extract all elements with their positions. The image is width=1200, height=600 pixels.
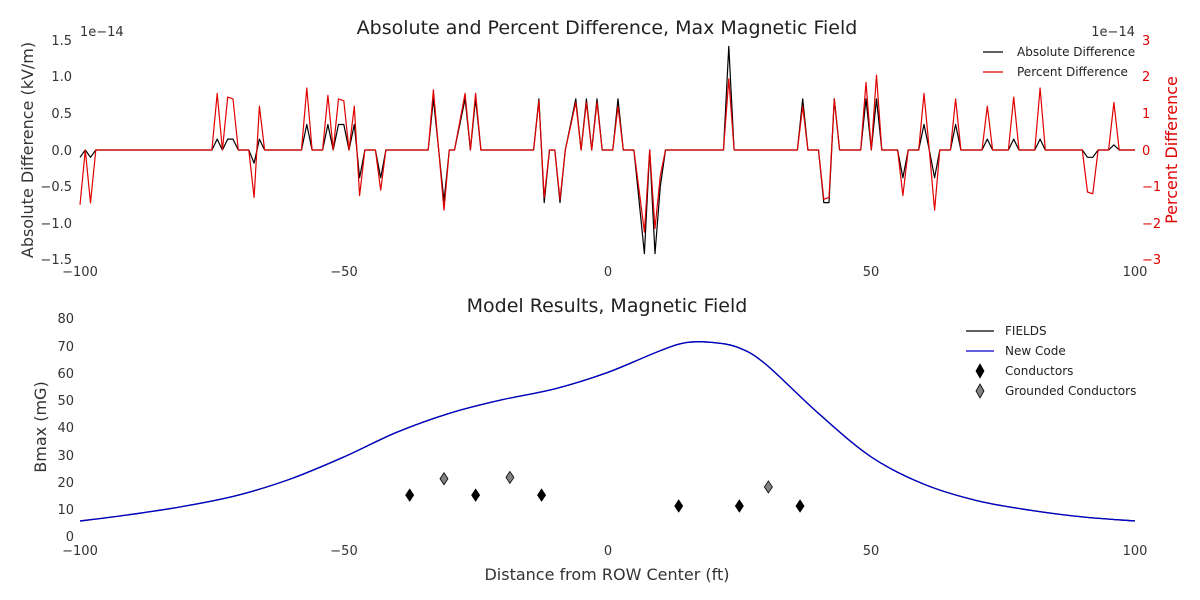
percent-difference-line (79, 74, 1135, 233)
legend-label-conductors: Conductors (1005, 364, 1073, 378)
bottom-ytick: 20 (57, 476, 74, 491)
bottom-xtick: 0 (604, 544, 612, 559)
bottom-y-ticks: 80 70 60 50 40 30 20 10 0 (57, 312, 74, 545)
top-chart-title: Absolute and Percent Difference, Max Mag… (357, 17, 858, 39)
bottom-xtick: −50 (330, 544, 357, 559)
top-legend: Absolute Difference Percent Difference (983, 45, 1135, 79)
top-xtick: 100 (1123, 265, 1148, 280)
legend-label-new-code: New Code (1005, 344, 1066, 358)
top-y-ticks-right: 3 2 1 0 −1 −2 −3 (1142, 34, 1161, 268)
top-panel: Absolute and Percent Difference, Max Mag… (18, 17, 1181, 280)
top-ytick-right: 0 (1142, 144, 1150, 159)
top-x-ticks: −100 −50 0 50 100 (62, 265, 1147, 280)
legend-label-fields: FIELDS (1005, 324, 1047, 338)
top-left-offset-label: 1e−14 (80, 25, 124, 40)
bottom-y-axis-label: Bmax (mG) (31, 381, 50, 472)
bottom-xtick: 50 (863, 544, 880, 559)
top-y-ticks-left: 1.5 1.0 0.5 0.0 −0.5 −1.0 −1.5 (40, 34, 72, 268)
bottom-panel: Model Results, Magnetic Field Bmax (mG) … (31, 295, 1147, 584)
top-ytick-left: 0.0 (51, 144, 72, 159)
grounded-conductor-marker (763, 480, 773, 494)
new-code-line (79, 341, 1136, 522)
top-ytick-right: −2 (1142, 217, 1161, 232)
legend-label-grounded-conductors: Grounded Conductors (1005, 384, 1136, 398)
legend-label-absolute: Absolute Difference (1017, 45, 1135, 59)
conductor-marker (674, 499, 684, 513)
conductor-marker (537, 488, 547, 502)
top-ytick-left: −0.5 (40, 180, 72, 195)
bottom-ytick: 0 (66, 530, 74, 545)
top-xtick: −50 (330, 265, 357, 280)
top-ytick-left: −1.0 (40, 217, 72, 232)
top-ytick-right: −1 (1142, 180, 1161, 195)
top-ytick-right: 1 (1142, 107, 1150, 122)
bottom-ytick: 40 (57, 421, 74, 436)
conductor-marker (405, 488, 415, 502)
bottom-legend: FIELDS New Code Conductors Grounded Cond… (966, 324, 1136, 399)
grounded-conductor-marker (439, 472, 449, 486)
bottom-ytick: 30 (57, 449, 74, 464)
grounded-conductor-marker (505, 470, 515, 485)
top-ytick-left: 1.0 (51, 70, 72, 85)
bottom-ytick: 70 (57, 340, 74, 355)
bottom-x-axis-label: Distance from ROW Center (ft) (484, 565, 729, 584)
conductor-marker (471, 488, 481, 502)
top-y-axis-label-right: Percent Difference (1162, 76, 1181, 224)
top-xtick: 0 (604, 265, 612, 280)
top-ytick-left: 1.5 (51, 34, 72, 49)
bottom-xtick: 100 (1123, 544, 1148, 559)
top-xtick: 50 (863, 265, 880, 280)
top-ytick-right: 3 (1142, 34, 1150, 49)
legend-swatch-grounded-conductors (975, 383, 985, 399)
bottom-ytick: 50 (57, 394, 74, 409)
bottom-ytick: 60 (57, 367, 74, 382)
top-y-axis-label-left: Absolute Difference (kV/m) (18, 42, 37, 258)
bottom-plot-area (79, 341, 1136, 522)
bottom-xtick: −100 (62, 544, 98, 559)
bottom-x-ticks: −100 −50 0 50 100 (62, 544, 1147, 559)
top-ytick-left: 0.5 (51, 107, 72, 122)
top-ytick-right: −3 (1142, 253, 1161, 268)
bottom-ytick: 10 (57, 503, 74, 518)
conductor-marker (795, 499, 805, 513)
conductor-marker (734, 499, 744, 513)
legend-label-percent: Percent Difference (1017, 65, 1128, 79)
legend-swatch-conductors (975, 363, 985, 379)
bottom-ytick: 80 (57, 312, 74, 327)
top-plot-area (79, 45, 1135, 255)
top-ytick-right: 2 (1142, 70, 1150, 85)
bottom-chart-title: Model Results, Magnetic Field (467, 295, 748, 317)
top-xtick: −100 (62, 265, 98, 280)
top-right-offset-label: 1e−14 (1091, 25, 1135, 40)
top-ytick-left: −1.5 (40, 253, 72, 268)
